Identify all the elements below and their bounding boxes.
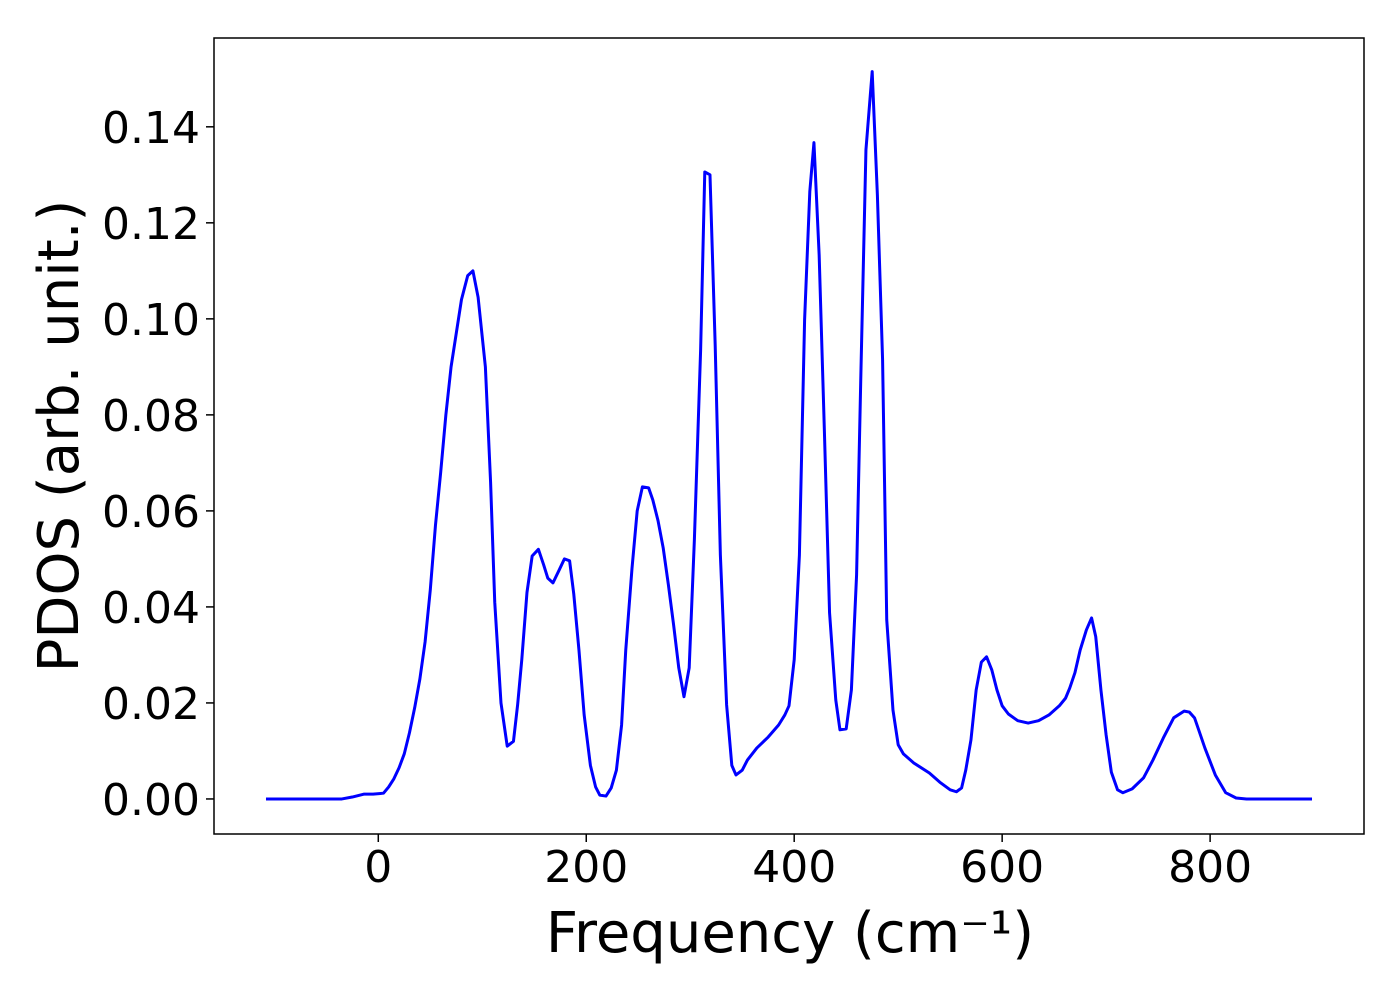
y-tick-label: 0.08	[102, 391, 200, 442]
x-axis-label: Frequency (cm⁻¹)	[546, 901, 1034, 966]
y-tick-label: 0.10	[102, 295, 200, 346]
x-tick-label: 600	[960, 842, 1044, 893]
y-tick-label: 0.00	[102, 775, 200, 826]
data-line	[265, 70, 1313, 801]
y-tick-label: 0.12	[102, 199, 200, 250]
x-tick-label: 0	[364, 842, 392, 893]
x-tick-label: 400	[752, 842, 836, 893]
plot-frame	[213, 37, 1365, 835]
y-tick-label: 0.14	[102, 103, 200, 154]
x-tick-label: 200	[544, 842, 628, 893]
y-tick-label: 0.04	[102, 583, 200, 634]
y-axis-label: PDOS (arb. unit.)	[27, 200, 92, 673]
x-tick-label: 800	[1168, 842, 1252, 893]
y-tick-label: 0.06	[102, 487, 200, 538]
y-tick-label: 0.02	[102, 679, 200, 730]
